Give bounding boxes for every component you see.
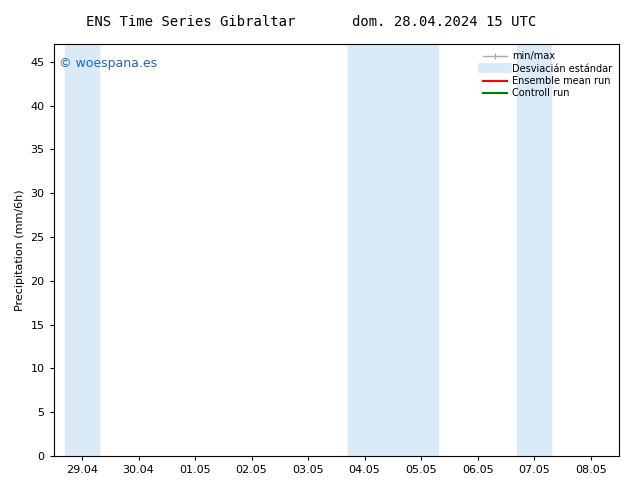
Bar: [517, 45, 551, 456]
Y-axis label: Precipitation (mm/6h): Precipitation (mm/6h): [15, 189, 25, 311]
Bar: [65, 45, 99, 456]
Legend: min/max, Desviacián estándar, Ensemble mean run, Controll run: min/max, Desviacián estándar, Ensemble m…: [481, 49, 614, 100]
Text: ENS Time Series Gibraltar: ENS Time Series Gibraltar: [86, 15, 295, 29]
Text: © woespana.es: © woespana.es: [60, 57, 157, 70]
Text: dom. 28.04.2024 15 UTC: dom. 28.04.2024 15 UTC: [352, 15, 536, 29]
Bar: [347, 45, 438, 456]
